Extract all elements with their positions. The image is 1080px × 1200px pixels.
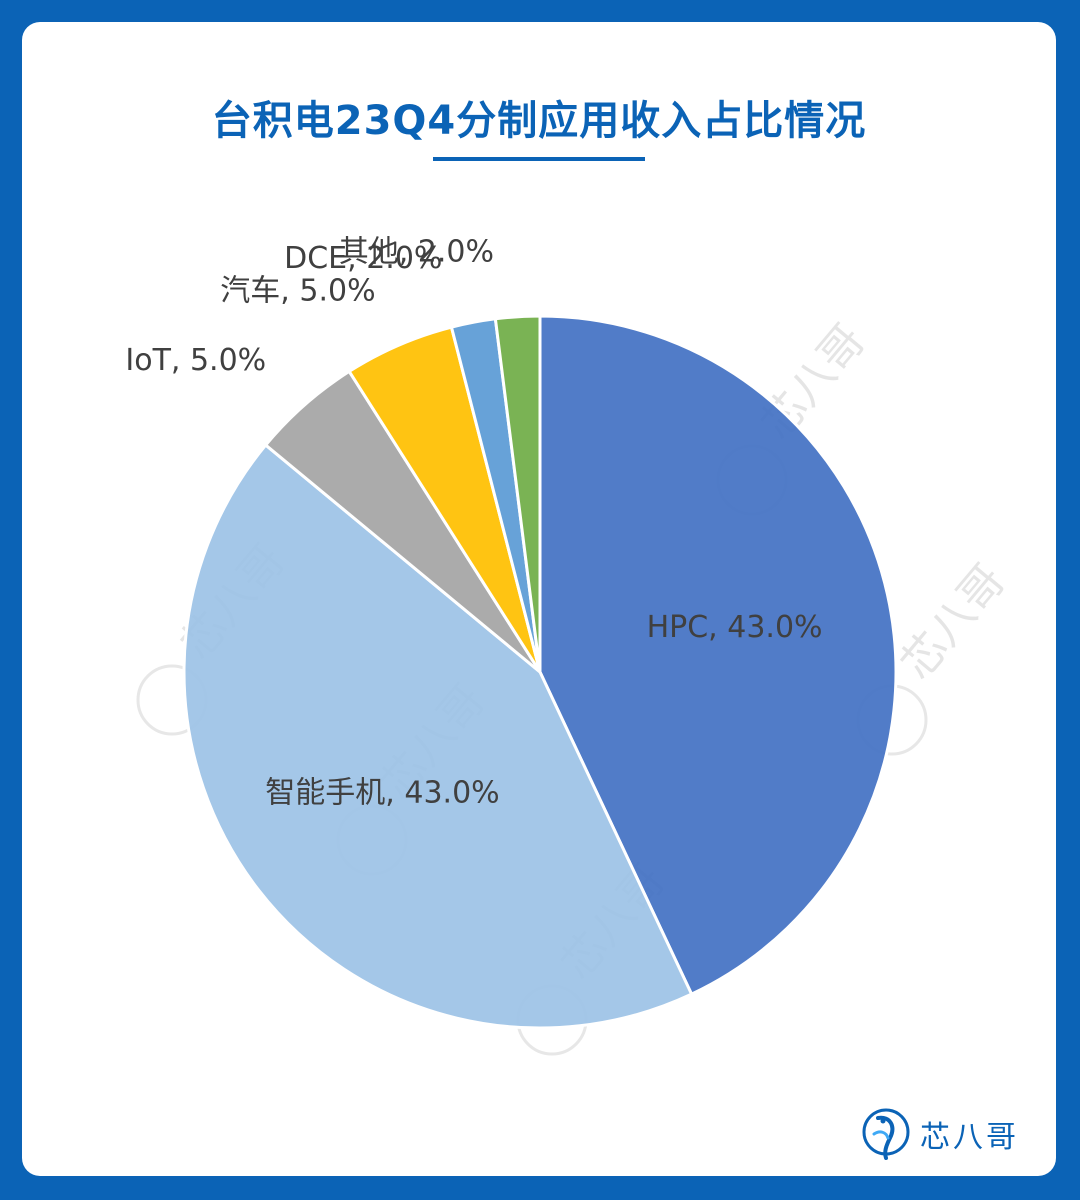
- slice-label-5: 其他, 2.0%: [339, 234, 494, 269]
- pie-chart: 芯八哥芯八哥芯八哥芯八哥芯八哥 HPC, 43.0%智能手机, 43.0%IoT…: [125, 234, 1015, 1056]
- slice-label-1: 智能手机, 43.0%: [265, 776, 499, 811]
- slice-label-4: DCE, 2.0%: [284, 241, 442, 276]
- title-underline: [433, 157, 645, 161]
- pie-slice-5: [493, 314, 542, 673]
- chart-title: 台积电23Q4分制应用收入占比情况: [211, 98, 867, 144]
- pie-slice-1: [182, 442, 694, 1030]
- slice-label-3: 汽车, 5.0%: [220, 274, 375, 309]
- bird-logo-icon: [860, 1104, 912, 1164]
- brand-name: 芯八哥: [920, 1120, 1019, 1155]
- pie-slices: [182, 314, 898, 1030]
- chart-card: 台积电23Q4分制应用收入占比情况 芯八哥芯八哥芯八哥芯八哥芯八哥 HPC, 4…: [22, 22, 1056, 1176]
- pie-labels: HPC, 43.0% 智能手机, 43.0% IoT, 5.0% 汽车, 5.0%DC…: [125, 234, 822, 810]
- pie-slice-0: [538, 314, 898, 997]
- brand-logo: 芯八哥: [860, 1106, 1019, 1162]
- slice-label-0: HPC, 43.0%: [647, 610, 823, 645]
- watermark: 芯八哥: [891, 555, 1015, 689]
- slice-label-2: IoT, 5.0%: [125, 343, 266, 378]
